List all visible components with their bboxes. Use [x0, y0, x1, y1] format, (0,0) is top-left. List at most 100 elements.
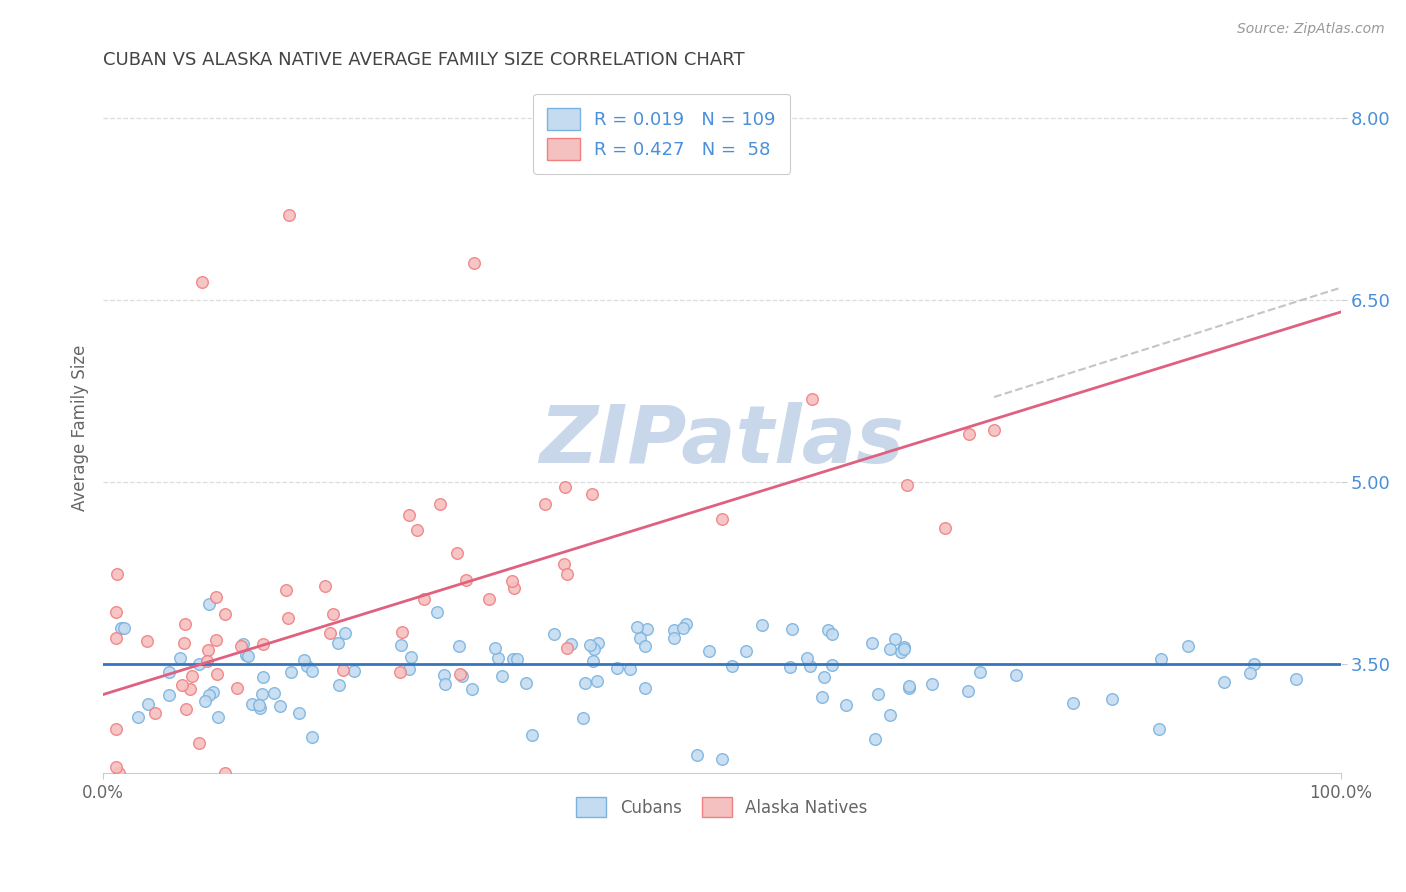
Point: [205, 632, 228, 647]
Point: [335, 626, 357, 640]
Point: [198, 688, 221, 702]
Point: [555, 640, 578, 655]
Point: [104, 759, 127, 773]
Point: [574, 676, 596, 690]
Point: [214, 766, 236, 780]
Point: [195, 654, 218, 668]
Point: [205, 667, 228, 681]
Point: [735, 644, 758, 658]
Point: [229, 639, 252, 653]
Point: [522, 728, 544, 742]
Point: [433, 667, 456, 681]
Point: [478, 592, 501, 607]
Point: [835, 698, 858, 712]
Point: [555, 567, 578, 582]
Point: [860, 635, 883, 649]
Point: [515, 675, 537, 690]
Point: [328, 635, 350, 649]
Point: [197, 643, 219, 657]
Point: [634, 681, 657, 695]
Point: [969, 665, 991, 679]
Point: [560, 637, 582, 651]
Point: [957, 427, 980, 442]
Point: [572, 711, 595, 725]
Point: [801, 392, 824, 406]
Point: [247, 698, 270, 713]
Point: [893, 640, 915, 654]
Point: [104, 631, 127, 645]
Point: [1005, 668, 1028, 682]
Point: [581, 487, 603, 501]
Point: [110, 621, 132, 635]
Text: CUBAN VS ALASKA NATIVE AVERAGE FAMILY SIZE CORRELATION CHART: CUBAN VS ALASKA NATIVE AVERAGE FAMILY SI…: [103, 51, 745, 69]
Point: [780, 622, 803, 636]
Point: [553, 557, 575, 571]
Point: [112, 621, 135, 635]
Point: [662, 623, 685, 637]
Point: [250, 687, 273, 701]
Point: [533, 497, 555, 511]
Point: [108, 766, 131, 780]
Point: [198, 597, 221, 611]
Point: [579, 638, 602, 652]
Point: [426, 605, 449, 619]
Point: [502, 652, 524, 666]
Point: [1150, 652, 1173, 666]
Text: ZIPatlas: ZIPatlas: [540, 402, 904, 480]
Point: [486, 650, 509, 665]
Point: [1213, 674, 1236, 689]
Text: Source: ZipAtlas.com: Source: ZipAtlas.com: [1237, 22, 1385, 37]
Point: [191, 275, 214, 289]
Point: [1101, 692, 1123, 706]
Point: [280, 665, 302, 680]
Point: [446, 546, 468, 560]
Point: [391, 624, 413, 639]
Point: [174, 616, 197, 631]
Point: [173, 636, 195, 650]
Point: [180, 669, 202, 683]
Point: [413, 591, 436, 606]
Point: [503, 581, 526, 595]
Point: [463, 256, 485, 270]
Point: [506, 652, 529, 666]
Point: [277, 611, 299, 625]
Point: [1239, 666, 1261, 681]
Point: [104, 606, 127, 620]
Point: [157, 688, 180, 702]
Point: [554, 480, 576, 494]
Point: [889, 645, 911, 659]
Point: [235, 648, 257, 662]
Point: [301, 664, 323, 678]
Point: [319, 625, 342, 640]
Point: [136, 634, 159, 648]
Point: [1062, 696, 1084, 710]
Point: [399, 649, 422, 664]
Point: [543, 627, 565, 641]
Point: [582, 654, 605, 668]
Point: [205, 590, 228, 604]
Point: [893, 642, 915, 657]
Point: [269, 699, 291, 714]
Point: [983, 423, 1005, 437]
Point: [501, 574, 523, 589]
Point: [799, 659, 821, 673]
Point: [187, 736, 209, 750]
Point: [288, 706, 311, 720]
Point: [240, 697, 263, 711]
Point: [1177, 640, 1199, 654]
Legend: Cubans, Alaska Natives: Cubans, Alaska Natives: [569, 790, 875, 824]
Point: [865, 732, 887, 747]
Point: [619, 662, 641, 676]
Point: [169, 651, 191, 665]
Point: [322, 607, 344, 621]
Point: [174, 701, 197, 715]
Point: [697, 644, 720, 658]
Point: [301, 730, 323, 744]
Point: [201, 685, 224, 699]
Y-axis label: Average Family Size: Average Family Size: [72, 344, 89, 510]
Point: [179, 681, 201, 696]
Point: [188, 657, 211, 672]
Point: [388, 665, 411, 680]
Point: [606, 661, 628, 675]
Point: [389, 638, 412, 652]
